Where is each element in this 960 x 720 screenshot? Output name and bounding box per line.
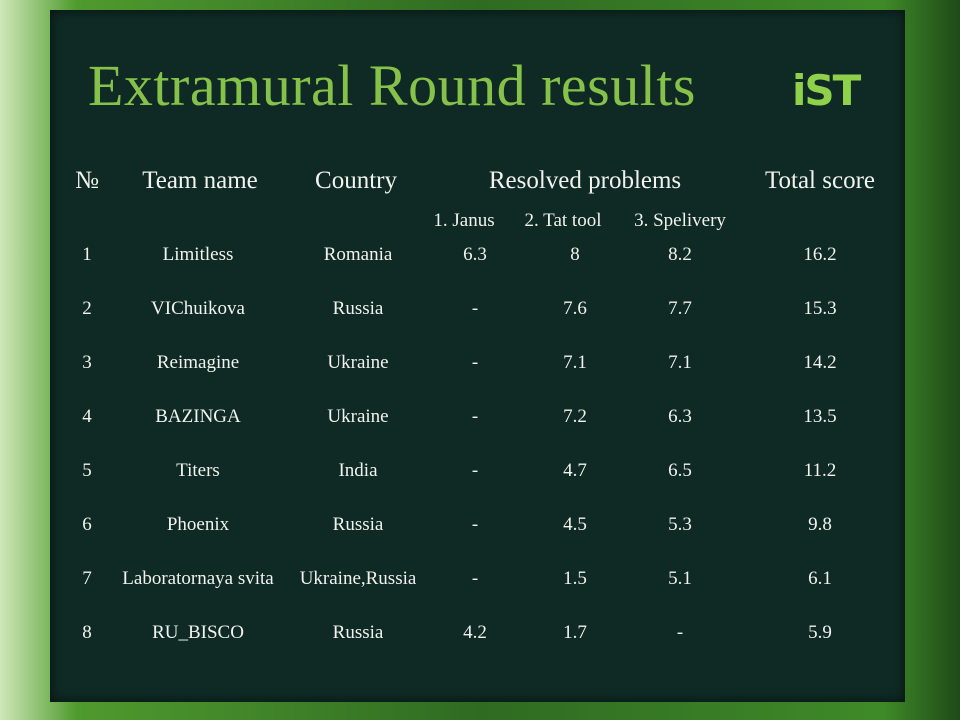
table-cell: 1.5 (563, 568, 587, 589)
table-cell: - (676, 622, 684, 643)
table-cell: Limitless (162, 244, 234, 265)
table-cell: Russia (332, 622, 384, 643)
table-cell: Titers (176, 460, 220, 481)
table-cell: Reimagine (156, 352, 240, 373)
table-cell: 8.2 (668, 244, 692, 265)
table-cell: 7.1 (563, 352, 587, 373)
table-cell: 6.5 (668, 460, 692, 481)
table-cell: 6 (82, 514, 92, 535)
table-cell: 8 (570, 244, 580, 265)
table-cell: 4.5 (563, 514, 587, 535)
table-cell: 4 (82, 406, 92, 427)
table-cell: 8 (82, 622, 92, 643)
table-cell: 2 (82, 298, 92, 319)
table-cell: Ukraine (327, 406, 389, 427)
table-cell: 14.2 (803, 352, 837, 373)
table-cell: 13.5 (803, 406, 837, 427)
table-cell: 15.3 (803, 298, 837, 319)
table-cell: India (338, 460, 378, 481)
table-cell: 7.2 (563, 406, 587, 427)
column-header: Country (315, 167, 397, 194)
table-cell: Ukraine,Russia (299, 568, 417, 589)
table-cell: 1 (82, 244, 92, 265)
table-cell: 7 (82, 568, 92, 589)
table-cell: - (471, 406, 479, 427)
table-cell: - (471, 352, 479, 373)
table-cell: 1.7 (563, 622, 587, 643)
table-cell: 7.7 (668, 298, 692, 319)
table-cell: 5.1 (668, 568, 692, 589)
column-header: Resolved problems (488, 167, 682, 194)
title: Extramural Round results (88, 53, 697, 118)
table-cell: 16.2 (803, 244, 837, 265)
column-header: Total score (764, 167, 876, 194)
table-cell: 9.8 (808, 514, 832, 535)
column-header: Team name (142, 167, 258, 194)
table-cell: - (471, 298, 479, 319)
table-cell: 5 (82, 460, 92, 481)
table-cell: - (471, 514, 479, 535)
panel (50, 10, 905, 702)
table-cell: 5.9 (808, 622, 832, 643)
table-cell: 11.2 (803, 460, 837, 481)
table-cell: 5.3 (668, 514, 692, 535)
subcolumn-header: 1. Janus (433, 210, 495, 231)
table-cell: 6.1 (808, 568, 832, 589)
table-cell: 7.6 (563, 298, 587, 319)
table-cell: 6.3 (668, 406, 692, 427)
subcolumn-header: 3. Spelivery (634, 210, 726, 231)
logo: iST (792, 66, 861, 115)
table-cell: BAZINGA (155, 406, 241, 427)
table-cell: 6.3 (463, 244, 487, 265)
table-cell: Phoenix (166, 514, 230, 535)
table-cell: RU_BISCO (152, 622, 244, 643)
table-cell: VIChuikova (151, 298, 245, 319)
table-cell: 3 (82, 352, 92, 373)
table-cell: 4.2 (463, 622, 487, 643)
table-cell: - (471, 460, 479, 481)
table-cell: Russia (332, 514, 384, 535)
table-cell: Romania (323, 244, 393, 265)
table-cell: - (471, 568, 479, 589)
table-cell: 7.1 (668, 352, 692, 373)
column-header: № (75, 167, 99, 194)
table-cell: Laboratornaya svita (122, 568, 274, 589)
table-cell: 4.7 (563, 460, 587, 481)
subcolumn-header: 2. Tat tool (524, 210, 602, 231)
table-cell: Ukraine (327, 352, 389, 373)
table-cell: Russia (332, 298, 384, 319)
